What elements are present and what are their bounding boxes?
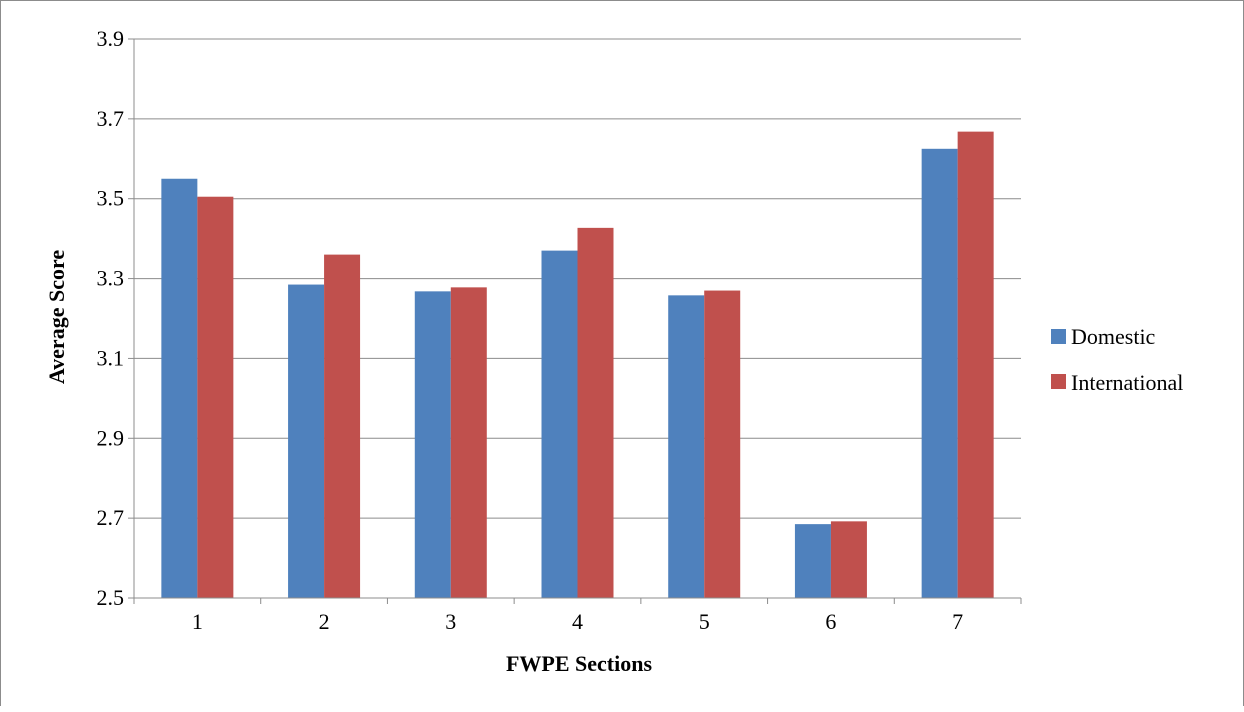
x-tick-label: 3 <box>445 609 456 634</box>
bars <box>161 131 994 599</box>
y-axis-title: Average Score <box>44 250 69 384</box>
bar-domestic-3 <box>414 291 451 598</box>
bar-international-1 <box>197 196 234 599</box>
bar-domestic-7 <box>921 148 958 598</box>
bar-domestic-2 <box>288 284 325 598</box>
bar-domestic-5 <box>668 295 705 598</box>
bar-international-5 <box>704 290 741 598</box>
bar-domestic-6 <box>794 524 831 598</box>
legend-label-international: International <box>1071 370 1183 395</box>
x-tick-label: 7 <box>952 609 963 634</box>
y-tick-label: 2.9 <box>97 425 125 450</box>
y-tick-label: 3.3 <box>97 266 125 291</box>
x-tick-label: 4 <box>572 609 583 634</box>
bar-domestic-4 <box>541 250 578 598</box>
y-tick-label: 3.7 <box>97 106 125 131</box>
x-tick-label: 1 <box>192 609 203 634</box>
legend-swatch-domestic <box>1051 329 1066 344</box>
bar-international-4 <box>577 227 614 599</box>
y-tick-label: 2.7 <box>97 505 125 530</box>
legend-swatch-international <box>1051 374 1066 389</box>
bar-international-2 <box>324 254 361 598</box>
x-tick-label: 6 <box>825 609 836 634</box>
y-tick-label: 3.1 <box>97 345 125 370</box>
y-tick-label: 3.5 <box>97 186 125 211</box>
legend: Domestic International <box>1051 324 1183 395</box>
bar-international-6 <box>830 521 867 598</box>
y-tick-label: 3.9 <box>97 26 125 51</box>
x-tick-label: 5 <box>699 609 710 634</box>
axes <box>128 38 1022 604</box>
legend-label-domestic: Domestic <box>1071 324 1156 349</box>
bar-international-7 <box>957 131 994 599</box>
bar-domestic-1 <box>161 178 198 598</box>
y-tick-label: 2.5 <box>97 585 125 610</box>
x-tick-label: 2 <box>319 609 330 634</box>
bar-international-3 <box>450 287 487 598</box>
x-axis-title: FWPE Sections <box>506 651 652 676</box>
tick-labels: 2.5 2.7 2.9 3.1 3.3 3.5 3.7 3.9 1 2 3 4 5 6 7 <box>97 26 964 634</box>
